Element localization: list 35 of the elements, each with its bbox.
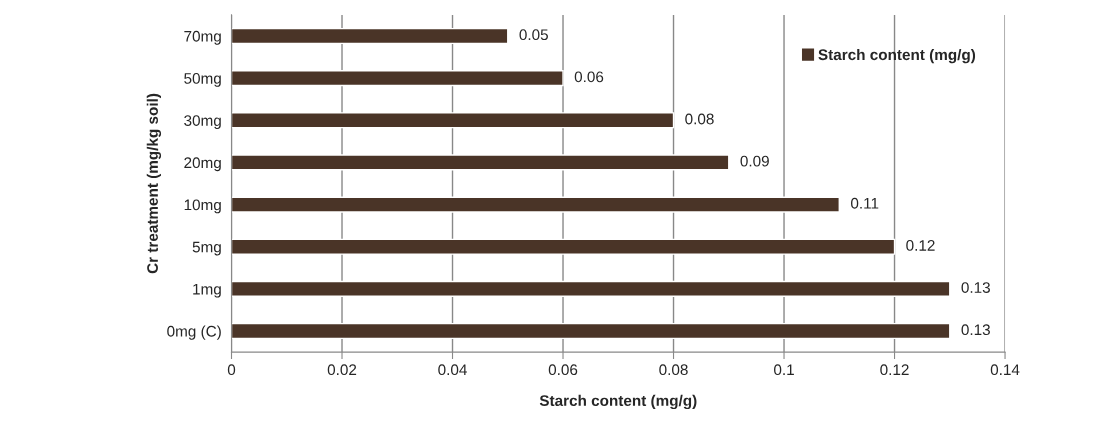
data-label: 0.11 [850, 197, 879, 209]
y-axis-title: Cr treatment (mg/kg soil) [146, 93, 162, 274]
bar [231, 27, 509, 45]
y-tick-label: 50mg [184, 73, 221, 87]
x-tick-label: 0.08 [659, 364, 688, 376]
y-tick-label: 70mg [184, 30, 221, 45]
data-label: 0.13 [961, 324, 990, 336]
bar [231, 196, 840, 213]
y-tick-label: 1mg [193, 283, 221, 298]
bar [231, 154, 730, 171]
data-label: 0.06 [574, 71, 604, 83]
y-tick-label: 5mg [192, 241, 221, 256]
data-label: 0.08 [685, 113, 714, 125]
x-tick-label: 0.06 [548, 364, 578, 376]
x-tick-label: 0.14 [990, 364, 1020, 376]
bar [231, 112, 675, 129]
y-tick-label: 10mg [184, 199, 221, 214]
x-tick-label: 0.12 [880, 364, 909, 376]
bar [231, 280, 951, 297]
y-tick-label: 20mg [184, 157, 221, 172]
bar [231, 238, 896, 255]
x-tick-label: 0.02 [327, 364, 357, 376]
data-label: 0.05 [519, 29, 548, 41]
x-tick-label: 0.1 [774, 364, 794, 376]
x-tick-label: 0 [227, 364, 236, 376]
data-label: 0.09 [740, 155, 769, 167]
bar [231, 70, 564, 87]
y-tick-label: 0mg (C) [167, 325, 221, 340]
legend-label: Starch content (mg/g) [818, 48, 976, 64]
data-label: 0.12 [906, 240, 935, 251]
x-tick-label: 0.04 [438, 364, 467, 376]
y-tick-label: 30mg [184, 115, 221, 129]
data-label: 0.13 [961, 282, 990, 293]
x-axis-title: Starch content (mg/g) [539, 394, 697, 410]
bar [231, 322, 951, 340]
